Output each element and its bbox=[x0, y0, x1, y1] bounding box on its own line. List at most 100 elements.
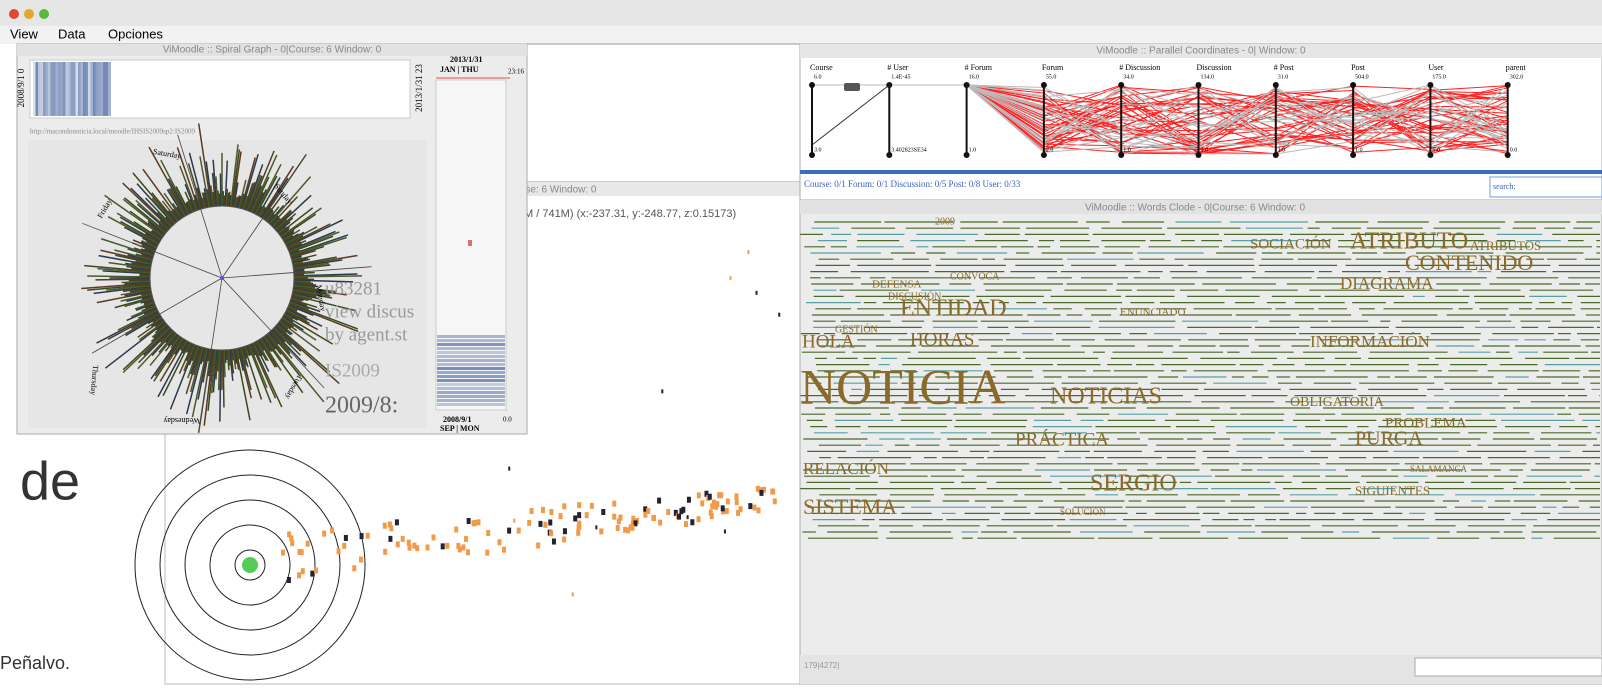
spike bbox=[284, 312, 299, 321]
spike bbox=[293, 262, 329, 270]
spike bbox=[292, 258, 311, 264]
timeline-bar bbox=[55, 62, 58, 116]
node bbox=[595, 525, 598, 530]
spike bbox=[285, 310, 310, 325]
timeline-bar bbox=[50, 62, 53, 116]
close-button[interactable] bbox=[9, 9, 19, 19]
spike bbox=[217, 190, 220, 207]
spike bbox=[145, 317, 163, 329]
input-box[interactable] bbox=[1414, 657, 1602, 677]
timeline-bar bbox=[40, 62, 43, 116]
spike bbox=[194, 194, 201, 210]
spike bbox=[163, 192, 183, 219]
timeline-bar bbox=[43, 62, 46, 116]
spike bbox=[293, 282, 317, 286]
spike bbox=[161, 200, 179, 222]
axis-max: 175.0 bbox=[1432, 74, 1446, 80]
axis-min: 1.0 bbox=[1355, 147, 1363, 153]
node bbox=[297, 548, 302, 555]
spike bbox=[147, 220, 166, 235]
node bbox=[756, 507, 761, 514]
spike bbox=[203, 192, 208, 208]
spike bbox=[263, 194, 283, 221]
spike bbox=[182, 341, 190, 354]
node bbox=[558, 513, 563, 520]
spike bbox=[210, 349, 217, 394]
spike bbox=[152, 316, 162, 323]
spike bbox=[186, 201, 193, 213]
node bbox=[502, 546, 507, 553]
node bbox=[720, 505, 725, 512]
spike bbox=[243, 346, 263, 400]
spike bbox=[124, 297, 154, 308]
spike bbox=[153, 337, 183, 382]
menu-item[interactable]: Opciones bbox=[108, 26, 163, 41]
node bbox=[577, 524, 582, 531]
spike bbox=[286, 219, 343, 248]
node bbox=[431, 534, 436, 541]
timeline-bar bbox=[53, 62, 56, 116]
spike bbox=[117, 309, 158, 331]
cloud-word: 2009 bbox=[935, 216, 955, 227]
node bbox=[657, 497, 662, 504]
spike bbox=[126, 265, 151, 271]
spike bbox=[196, 187, 204, 209]
spike bbox=[156, 212, 173, 228]
day-spoke bbox=[221, 153, 307, 279]
axis-min: 1.0 bbox=[969, 147, 977, 153]
cloud-word: OBLIGATORIA bbox=[1290, 395, 1385, 410]
spike bbox=[288, 303, 359, 333]
timeline-bar bbox=[58, 62, 61, 116]
cloud-lines bbox=[800, 221, 1600, 539]
side-bar bbox=[437, 387, 505, 390]
node bbox=[721, 508, 726, 515]
timeline-bar bbox=[93, 62, 96, 116]
minimize-button[interactable] bbox=[24, 9, 34, 19]
menu-item[interactable]: View bbox=[10, 26, 39, 41]
spike bbox=[229, 144, 239, 207]
spike bbox=[100, 238, 154, 257]
spike bbox=[271, 217, 281, 227]
spike bbox=[114, 249, 153, 261]
spike bbox=[124, 290, 152, 297]
spike bbox=[226, 192, 230, 207]
spike bbox=[277, 323, 292, 336]
spike bbox=[170, 335, 180, 346]
spike bbox=[151, 331, 175, 357]
spike bbox=[135, 253, 153, 260]
spike bbox=[160, 159, 190, 215]
spike bbox=[127, 248, 154, 258]
spike bbox=[178, 343, 194, 374]
timeline-bar bbox=[78, 62, 81, 116]
node bbox=[717, 492, 722, 499]
spike bbox=[242, 195, 249, 210]
cloud-word: PURGA bbox=[1355, 428, 1423, 450]
day-spoke bbox=[91, 277, 223, 354]
window-frame bbox=[526, 43, 801, 183]
spike bbox=[282, 315, 294, 323]
spike bbox=[242, 346, 248, 359]
spike bbox=[229, 349, 235, 374]
info-line: 2009/8: bbox=[325, 393, 398, 419]
spike bbox=[170, 210, 180, 221]
node bbox=[425, 544, 430, 551]
spike bbox=[285, 311, 319, 331]
spike bbox=[261, 337, 272, 352]
node bbox=[310, 570, 315, 577]
node bbox=[772, 498, 777, 505]
node bbox=[454, 526, 459, 533]
node bbox=[658, 519, 663, 526]
search-box[interactable] bbox=[1489, 176, 1602, 198]
spike bbox=[258, 339, 276, 368]
timeline-bar bbox=[33, 62, 36, 116]
cloud-word: RELACIÓN bbox=[803, 459, 889, 478]
timeline-bar bbox=[83, 62, 86, 116]
bottom-date: 2008/9/1 bbox=[443, 415, 471, 424]
zoom-button[interactable] bbox=[39, 9, 49, 19]
menu-item[interactable]: Data bbox=[58, 26, 86, 41]
spike bbox=[125, 262, 151, 269]
spike bbox=[116, 212, 162, 241]
spike bbox=[288, 304, 314, 317]
spike bbox=[185, 202, 192, 214]
spike bbox=[284, 231, 305, 244]
